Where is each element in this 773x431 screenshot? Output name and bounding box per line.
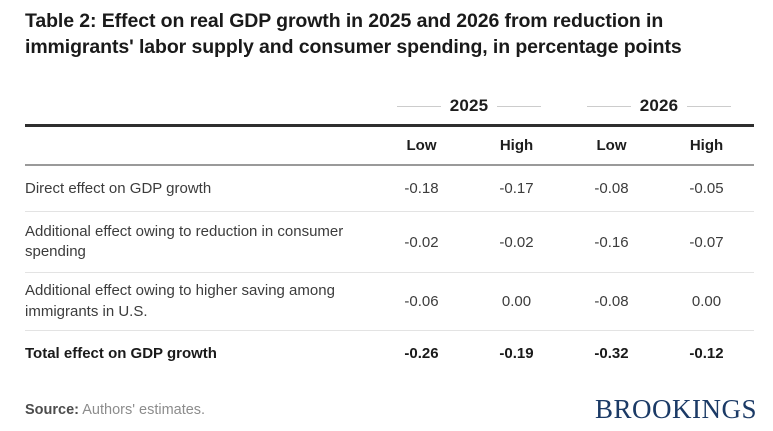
gdp-effects-table: 2025 2026 Low High Low High Direct effec…	[25, 96, 754, 376]
value-2025-high: -0.02	[499, 233, 534, 251]
source-note: Source: Authors' estimates.	[25, 402, 205, 418]
table-row: Additional effect owing to higher saving…	[25, 273, 754, 332]
subheader-row: Low High Low High	[25, 124, 754, 167]
value-2025-high: -0.17	[499, 180, 534, 198]
figure-footer: Source: Authors' estimates. BROOKINGS	[25, 396, 757, 423]
row-label: Direct effect on GDP growth	[25, 179, 212, 197]
year-label-2025: 2025	[449, 96, 489, 116]
row-label: Total effect on GDP growth	[25, 344, 217, 362]
column-header-2025-high: High	[499, 137, 534, 155]
year-dash-left	[396, 105, 441, 107]
year-group-2025: 2025	[374, 96, 564, 116]
value-2025-high: 0.00	[501, 293, 532, 311]
source-text: Authors' estimates.	[82, 401, 206, 418]
year-header-row: 2025 2026	[25, 96, 754, 124]
year-label-2026: 2026	[639, 96, 679, 116]
table-row-total: Total effect on GDP growth -0.26 -0.19 -…	[25, 331, 754, 376]
brookings-logo: BROOKINGS	[594, 394, 757, 424]
column-header-2026-high: High	[689, 137, 724, 155]
column-header-2026-low: Low	[596, 137, 627, 155]
value-2025-low: -0.06	[404, 293, 439, 311]
value-2025-high: -0.19	[499, 345, 534, 363]
table-title: Table 2: Effect on real GDP growth in 20…	[25, 10, 682, 58]
source-label: Source:	[25, 401, 79, 418]
value-2026-high: 0.00	[691, 293, 722, 311]
row-label: Additional effect owing to reduction in …	[25, 222, 344, 261]
value-2026-low: -0.32	[594, 345, 629, 363]
value-2025-low: -0.26	[404, 345, 439, 363]
value-2026-low: -0.08	[594, 293, 629, 311]
value-2025-low: -0.02	[404, 233, 439, 251]
year-group-2026: 2026	[564, 96, 754, 116]
value-2026-high: -0.07	[689, 233, 724, 251]
table-row: Direct effect on GDP growth -0.18 -0.17 …	[25, 166, 754, 213]
row-label: Additional effect owing to higher saving…	[25, 282, 335, 320]
table-row: Additional effect owing to reduction in …	[25, 212, 754, 274]
value-2026-high: -0.12	[689, 345, 724, 363]
year-dash-left	[586, 105, 631, 107]
year-dash-right	[687, 105, 732, 107]
column-header-2025-low: Low	[406, 137, 437, 155]
year-dash-right	[497, 105, 542, 107]
value-2026-low: -0.16	[594, 233, 629, 251]
value-2025-low: -0.18	[404, 180, 439, 198]
value-2026-low: -0.08	[594, 180, 629, 198]
value-2026-high: -0.05	[689, 180, 724, 198]
